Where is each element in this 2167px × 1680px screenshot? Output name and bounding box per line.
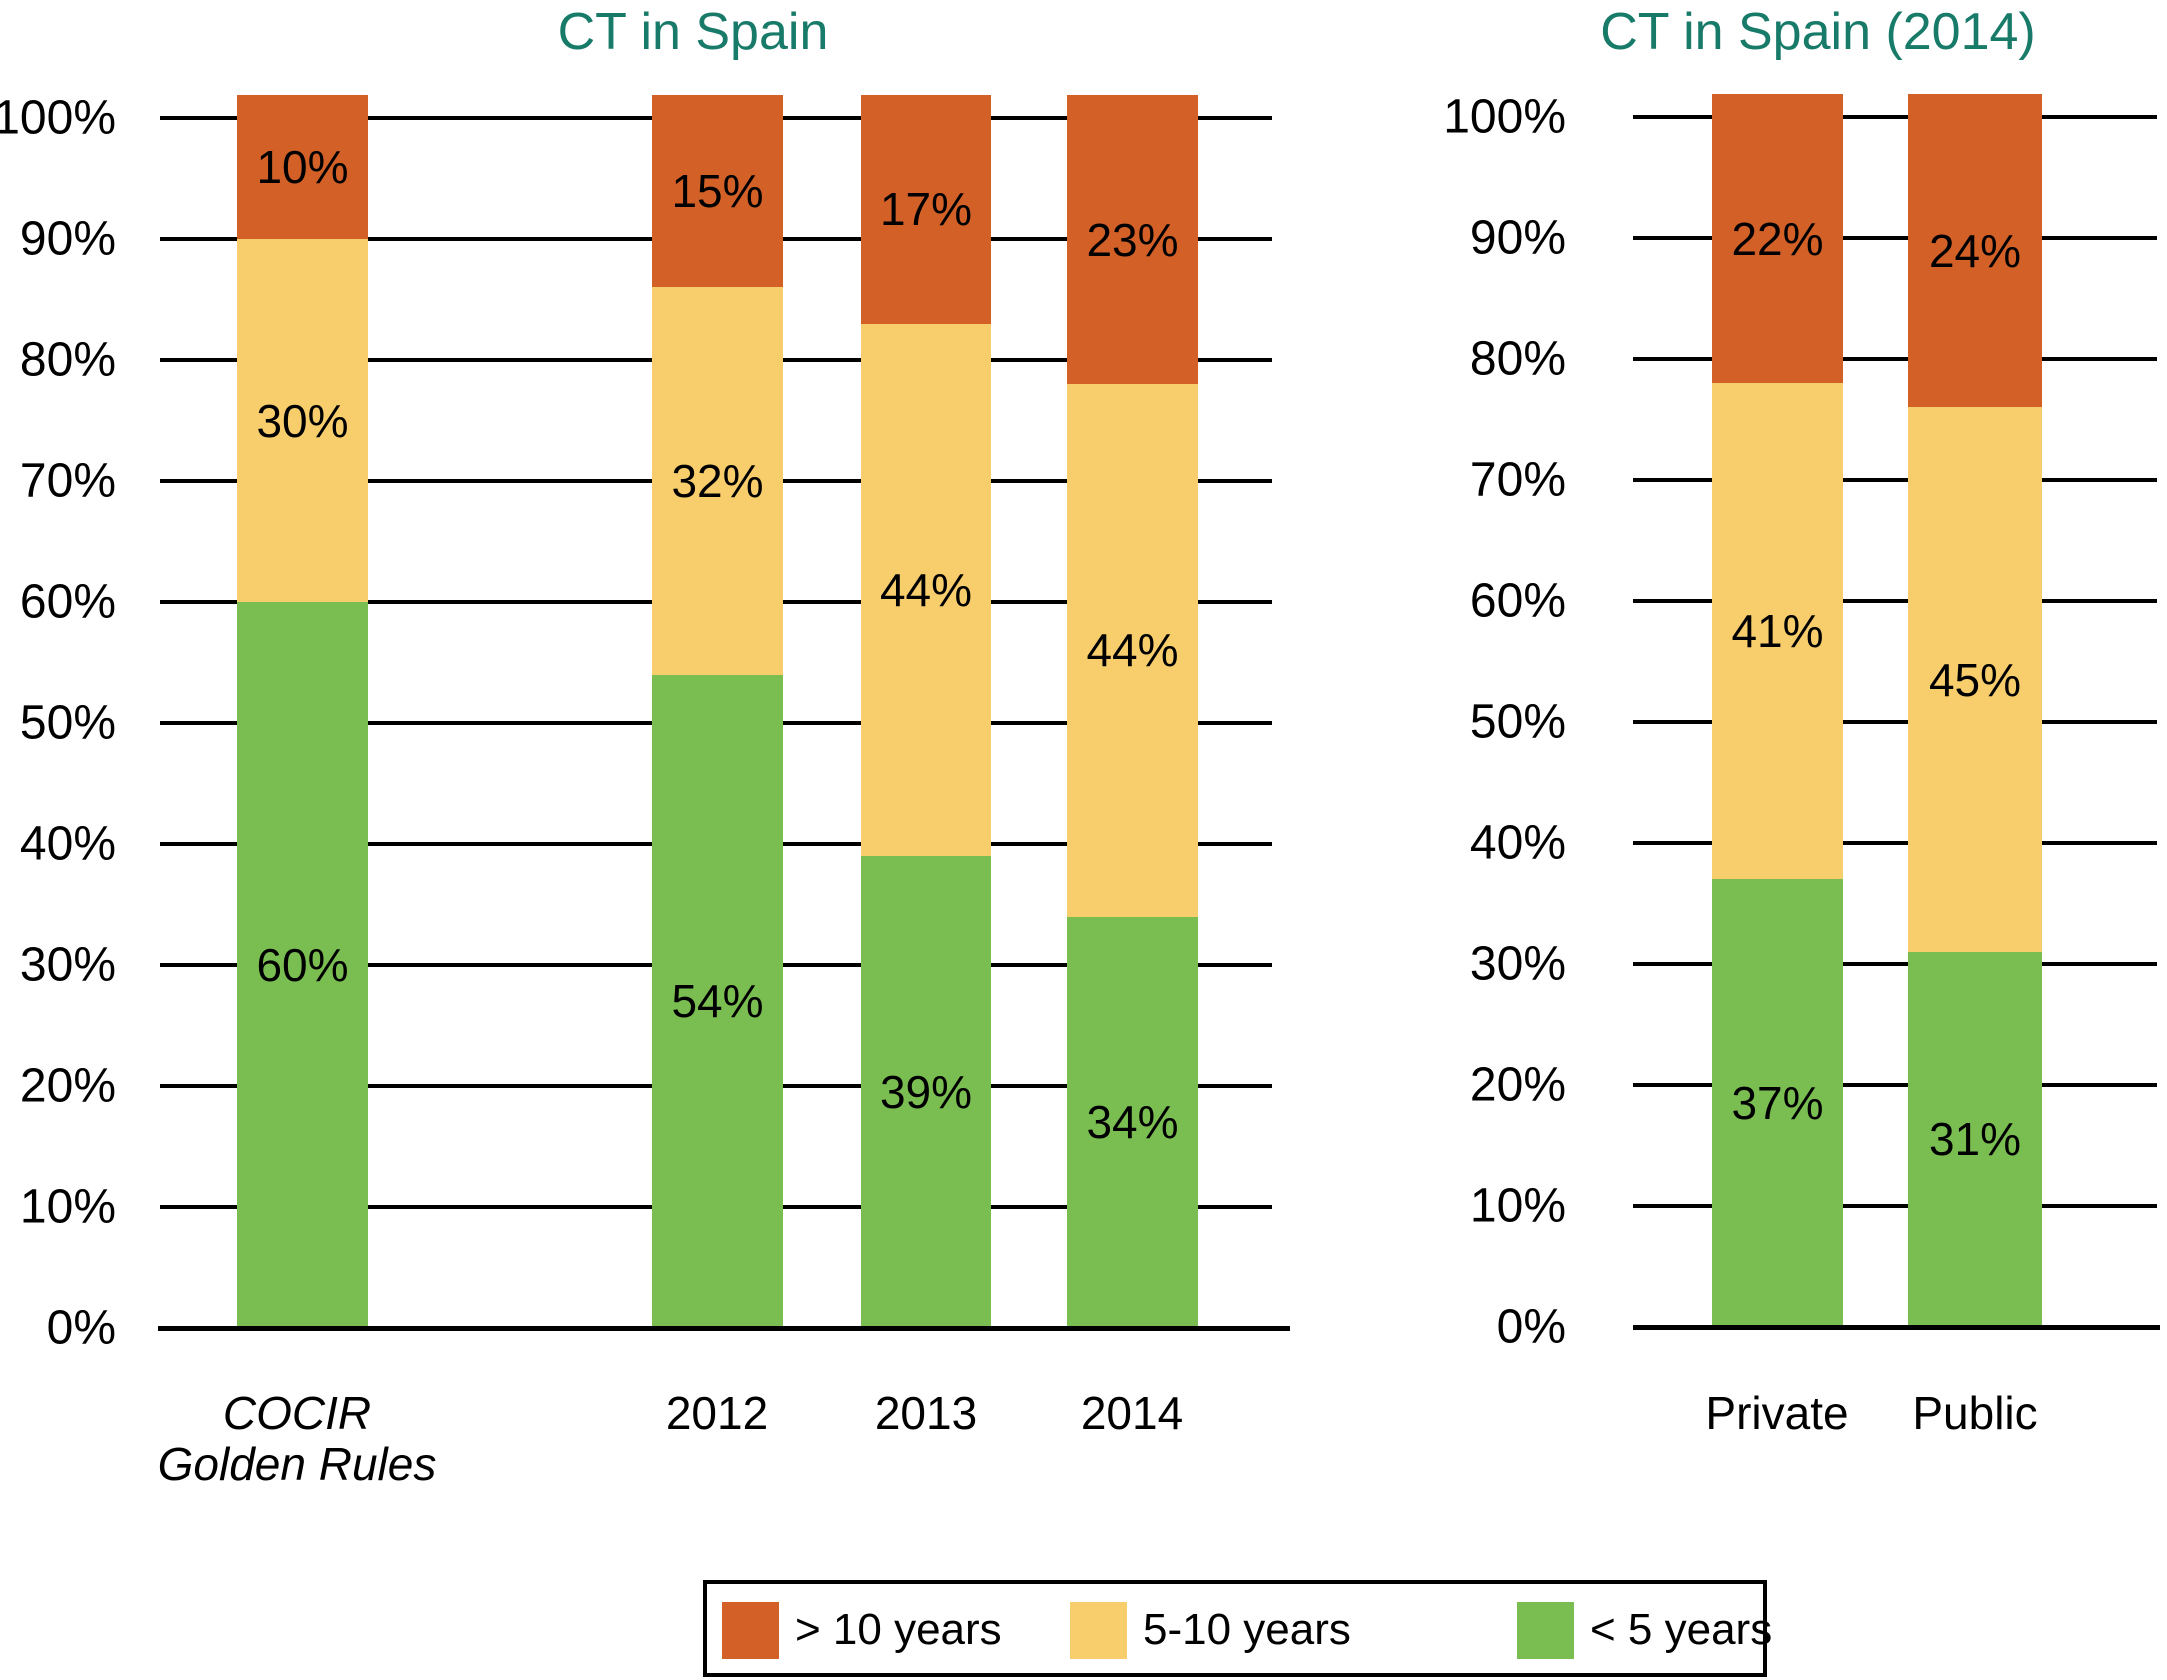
x-category-label: 2012 bbox=[665, 1387, 769, 1439]
legend-swatch-5to10-years-icon bbox=[1070, 1601, 1127, 1659]
x-category-label: 2014 bbox=[1080, 1387, 1184, 1439]
x-category-label: Private bbox=[1705, 1387, 1849, 1439]
value-label: 23% bbox=[1086, 213, 1179, 266]
value-label: 10% bbox=[256, 141, 349, 193]
bar-segment-> 10 years bbox=[1908, 94, 2042, 408]
bar-segment-5-10 years bbox=[1712, 383, 1843, 880]
legend-item-5to10-years: 5-10 years bbox=[1070, 1600, 1351, 1660]
y-tick-label-20%: 20% bbox=[19, 1059, 116, 1113]
value-label: 32% bbox=[671, 455, 764, 507]
y-tick-label-100%: 100% bbox=[0, 91, 116, 145]
x-axis-line bbox=[158, 1326, 1290, 1331]
bar-segment-< 5 years bbox=[861, 856, 991, 1328]
gridline-20% bbox=[1633, 1083, 2157, 1087]
bar-segment-> 10 years bbox=[237, 95, 368, 239]
bar-segment-< 5 years bbox=[1067, 916, 1198, 1328]
bar-segment-< 5 years bbox=[1908, 951, 2042, 1327]
legend-box bbox=[703, 1580, 1767, 1677]
value-label: 39% bbox=[879, 1066, 973, 1119]
y-tick-label-50%: 50% bbox=[19, 696, 116, 750]
legend-item-gt10-years: > 10 years bbox=[722, 1600, 1002, 1660]
bar-segment-5-10 years bbox=[861, 323, 991, 857]
gridline-60% bbox=[1633, 599, 2157, 603]
y-tick-label-0%: 0% bbox=[1496, 1300, 1566, 1354]
bar-segment-> 10 years bbox=[1067, 95, 1198, 385]
y-tick-label-40%: 40% bbox=[19, 817, 116, 871]
y-tick-label-0%: 0% bbox=[46, 1301, 116, 1355]
gridline-70% bbox=[1633, 478, 2157, 482]
gridline-50% bbox=[1633, 720, 2157, 724]
value-label: 34% bbox=[1086, 1096, 1179, 1149]
y-tick-label-50%: 50% bbox=[1469, 695, 1566, 749]
chart-title-right: CT in Spain (2014) bbox=[1600, 3, 2036, 61]
legend-item-lt5-years: < 5 years bbox=[1517, 1600, 1772, 1660]
gridline-100% bbox=[1633, 115, 2157, 119]
gridline-80% bbox=[1633, 357, 2157, 361]
value-label: 15% bbox=[671, 165, 764, 218]
y-tick-label-20%: 20% bbox=[1469, 1058, 1566, 1112]
value-label: 17% bbox=[879, 183, 973, 236]
gridline-40% bbox=[1633, 841, 2157, 845]
value-label: 22% bbox=[1731, 212, 1824, 265]
chart-title-left: CT in Spain bbox=[557, 3, 829, 61]
legend-swatch-lt5-years-icon bbox=[1517, 1601, 1574, 1659]
bar-segment-> 10 years bbox=[861, 95, 991, 324]
value-label: 24% bbox=[1928, 224, 2022, 277]
value-label: 41% bbox=[1731, 605, 1824, 658]
y-tick-label-80%: 80% bbox=[19, 333, 116, 387]
value-label: 44% bbox=[879, 563, 973, 616]
legend-label-lt5-years: < 5 years bbox=[1590, 1605, 1773, 1654]
y-tick-label-30%: 30% bbox=[1469, 937, 1566, 991]
value-label: 30% bbox=[256, 394, 349, 447]
y-tick-label-80%: 80% bbox=[1469, 332, 1566, 386]
y-tick-label-60%: 60% bbox=[19, 575, 116, 629]
x-category-label: COCIR Golden Rules bbox=[157, 1387, 437, 1490]
y-tick-label-40%: 40% bbox=[1469, 816, 1566, 870]
value-label: 44% bbox=[1086, 624, 1179, 677]
y-tick-label-90%: 90% bbox=[19, 212, 116, 266]
x-category-label: 2013 bbox=[874, 1387, 978, 1439]
bar-segment-5-10 years bbox=[1067, 384, 1198, 917]
y-tick-label-10%: 10% bbox=[19, 1180, 116, 1234]
bar-segment-< 5 years bbox=[1712, 879, 1843, 1327]
legend-label-gt10-years: > 10 years bbox=[795, 1605, 1002, 1654]
bar-segment-> 10 years bbox=[1712, 94, 1843, 384]
bar-segment-> 10 years bbox=[652, 95, 783, 288]
value-label: 54% bbox=[671, 975, 764, 1028]
value-label: 37% bbox=[1731, 1077, 1824, 1130]
y-tick-label-90%: 90% bbox=[1469, 211, 1566, 265]
bar-segment-5-10 years bbox=[652, 287, 783, 675]
bar-segment-< 5 years bbox=[237, 602, 368, 1328]
legend-label-5to10-years: 5-10 years bbox=[1143, 1605, 1351, 1654]
gridline-30% bbox=[1633, 962, 2157, 966]
y-tick-label-60%: 60% bbox=[1469, 574, 1566, 628]
legend-swatch-gt10-years-icon bbox=[722, 1601, 779, 1659]
x-axis-line bbox=[1633, 1325, 2160, 1330]
y-tick-label-70%: 70% bbox=[19, 454, 116, 508]
bar-segment-< 5 years bbox=[652, 674, 783, 1328]
gridline-10% bbox=[1633, 1204, 2157, 1208]
x-category-label: Public bbox=[1912, 1387, 2038, 1439]
y-tick-label-100%: 100% bbox=[1443, 90, 1566, 144]
y-tick-label-30%: 30% bbox=[19, 938, 116, 992]
y-tick-label-70%: 70% bbox=[1469, 453, 1566, 507]
bar-segment-5-10 years bbox=[237, 239, 368, 602]
value-label: 60% bbox=[256, 939, 349, 991]
value-label: 31% bbox=[1928, 1113, 2022, 1166]
value-label: 45% bbox=[1928, 653, 2022, 706]
gridline-90% bbox=[1633, 236, 2157, 240]
bar-segment-5-10 years bbox=[1908, 407, 2042, 952]
y-tick-label-10%: 10% bbox=[1469, 1179, 1566, 1233]
